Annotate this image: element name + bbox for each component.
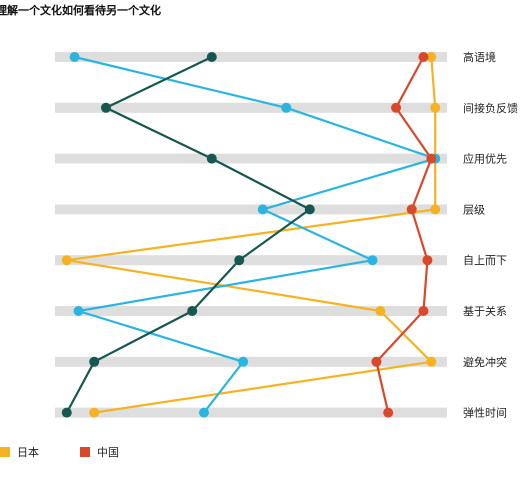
category-label: 弹性时间	[463, 406, 507, 420]
data-point	[89, 407, 100, 418]
data-point	[238, 356, 249, 367]
data-point	[406, 204, 417, 215]
data-point	[367, 255, 378, 266]
legend-label: 中国	[97, 446, 119, 459]
category-bar	[55, 153, 447, 164]
chart-title: 理解一个文化如何看待另一个文化	[0, 3, 161, 17]
category-label: 间接负反馈	[463, 101, 518, 115]
data-point	[100, 102, 111, 113]
category-label: 自上而下	[463, 254, 507, 267]
series-line	[65, 56, 437, 414]
data-point	[422, 255, 433, 266]
data-point	[426, 356, 437, 367]
series-line	[375, 56, 433, 413]
series-points	[61, 52, 441, 418]
data-point	[206, 52, 217, 62]
legend-swatch	[80, 447, 90, 457]
data-point	[198, 407, 209, 418]
data-point	[418, 52, 429, 62]
category-bar	[55, 204, 447, 215]
data-point	[426, 153, 437, 164]
data-point	[430, 102, 441, 113]
legend: 日本 中国	[0, 445, 119, 459]
series-line	[74, 55, 437, 414]
category-label: 高语境	[463, 50, 496, 64]
data-point	[383, 407, 394, 418]
category-bar	[55, 356, 447, 367]
data-point	[89, 356, 100, 367]
category-bar	[55, 52, 447, 62]
data-point	[61, 407, 72, 418]
legend-label: 日本	[17, 445, 39, 459]
data-point	[69, 52, 80, 62]
data-point	[371, 356, 382, 367]
data-point	[187, 306, 198, 316]
category-label: 层级	[463, 203, 485, 216]
category-label: 基于关系	[463, 304, 507, 318]
series-lines	[65, 55, 437, 414]
data-point	[375, 306, 386, 316]
category-bar	[55, 255, 447, 266]
category-label: 避免冲突	[463, 355, 507, 369]
data-point	[304, 204, 315, 215]
data-point	[234, 255, 245, 266]
category-bar	[55, 407, 447, 418]
data-point	[426, 52, 437, 62]
data-point	[257, 204, 268, 215]
data-point	[391, 102, 402, 113]
category-label: 应用优先	[463, 152, 507, 166]
data-point	[281, 102, 292, 113]
series-line	[65, 56, 311, 414]
category-bar	[55, 306, 447, 316]
data-point	[73, 306, 84, 316]
data-point	[430, 204, 441, 215]
category-bar	[55, 102, 447, 113]
data-point	[61, 255, 72, 266]
legend-swatch	[0, 447, 10, 457]
data-point	[206, 153, 217, 164]
category-bars	[55, 52, 447, 418]
data-point	[418, 306, 429, 316]
